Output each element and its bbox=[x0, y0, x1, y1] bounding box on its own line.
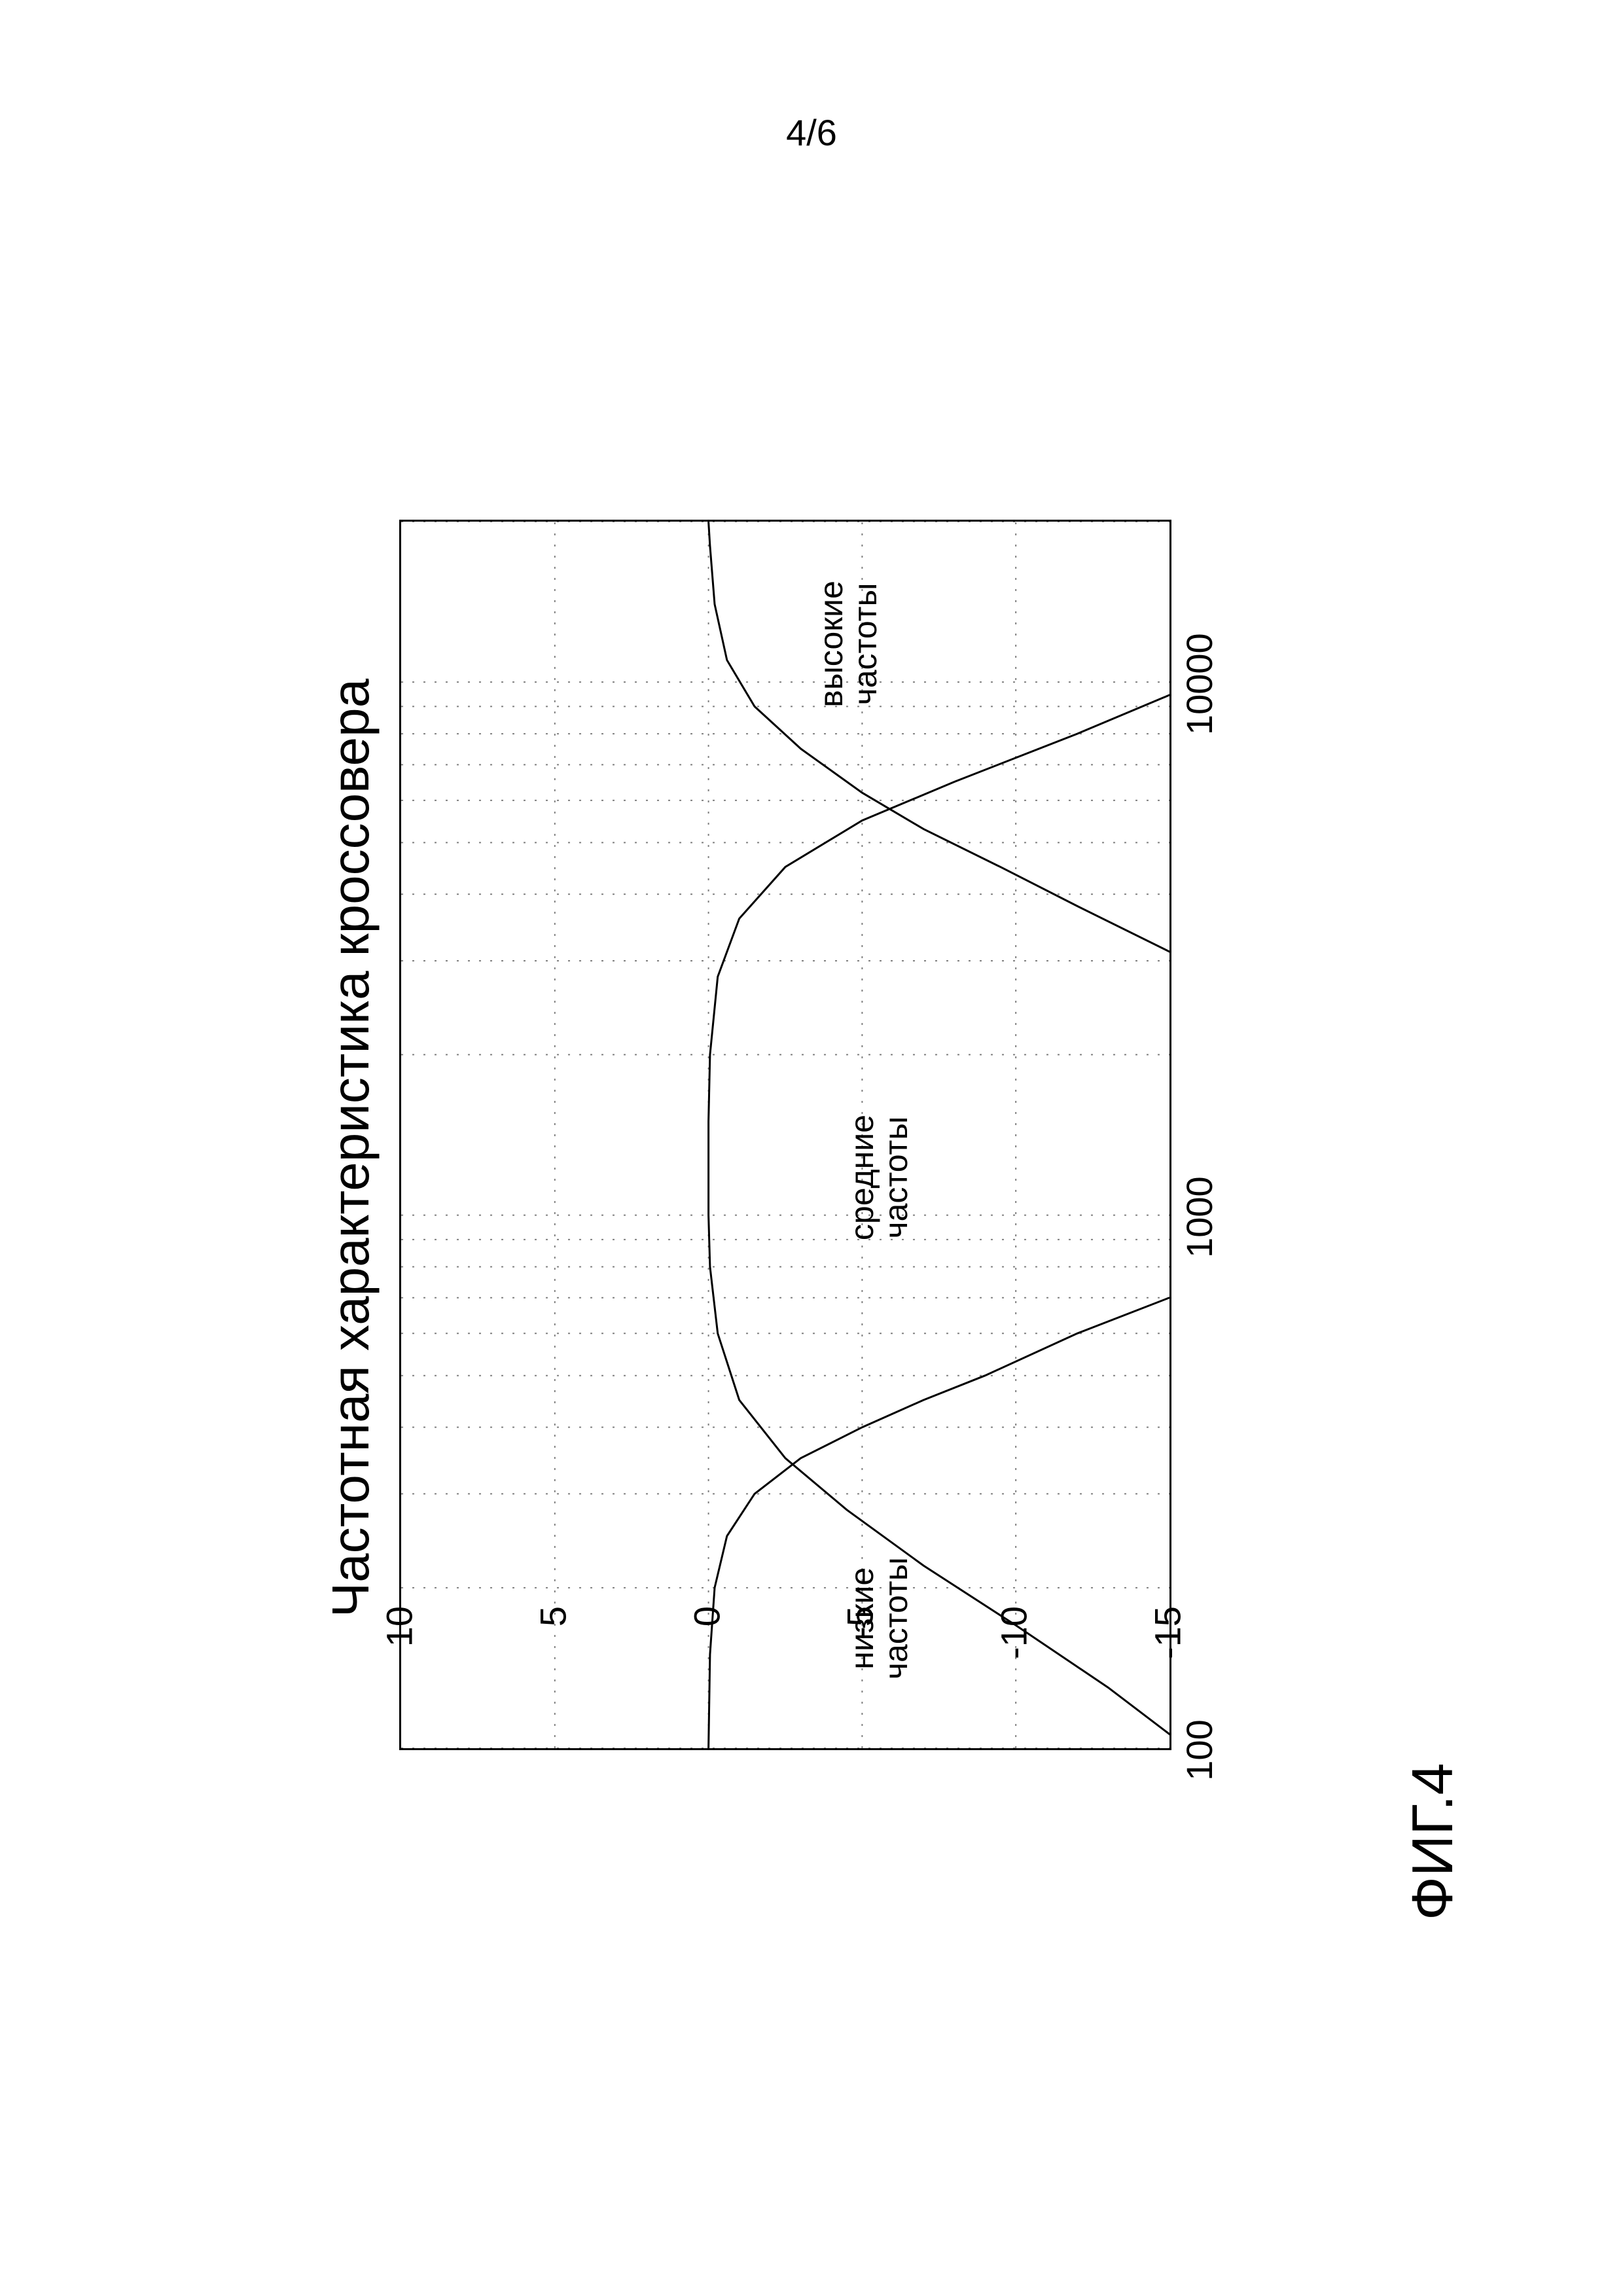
x-tick-label: 10000 bbox=[1178, 633, 1221, 735]
page: 4/6 Частотная характеристика кроссовера … bbox=[0, 0, 1623, 2296]
series-high bbox=[709, 522, 1169, 961]
figure-rotated-wrap: Частотная характеристика кроссовера -15-… bbox=[321, 363, 1302, 1933]
page-number: 4/6 bbox=[0, 111, 1623, 154]
figure-caption: ФИГ.4 bbox=[1399, 1763, 1466, 1920]
series-label-mid: средние частоты bbox=[845, 1115, 914, 1240]
chart-title: Частотная характеристика кроссовера bbox=[321, 363, 381, 1933]
series-mid bbox=[709, 682, 1169, 1748]
series-low bbox=[709, 1298, 1169, 1748]
y-tick-label: 0 bbox=[685, 1606, 728, 1776]
plot-area bbox=[399, 520, 1171, 1750]
series-label-low: низкие частоты bbox=[845, 1557, 914, 1679]
y-tick-label: -10 bbox=[993, 1606, 1035, 1776]
y-tick-label: 10 bbox=[378, 1606, 421, 1776]
y-tick-label: 5 bbox=[531, 1606, 574, 1776]
crossover-figure: Частотная характеристика кроссовера -15-… bbox=[321, 363, 1302, 1933]
series-label-high: высокие частоты bbox=[814, 581, 883, 707]
x-tick-label: 1000 bbox=[1178, 1176, 1221, 1258]
plot-svg bbox=[401, 522, 1169, 1748]
x-tick-label: 100 bbox=[1178, 1719, 1221, 1780]
